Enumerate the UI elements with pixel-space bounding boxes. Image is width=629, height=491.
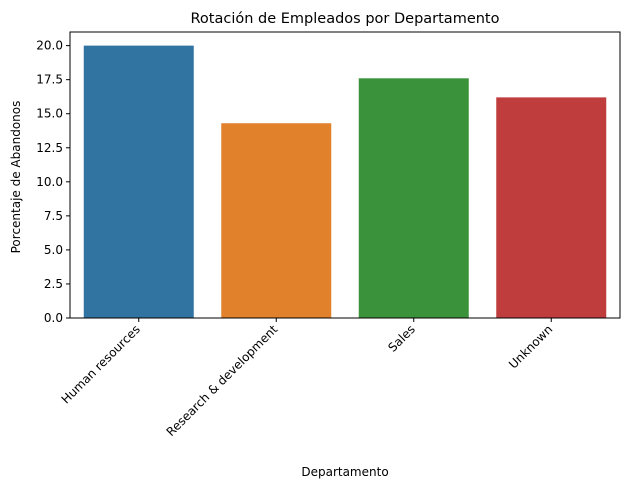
y-tick-label: 0.0 [44, 311, 63, 325]
y-ticks-group: 0.0 2.5 5.0 7.5 10.0 12.5 15.0 17.5 20.0 [36, 39, 70, 325]
bar-1 [221, 123, 332, 318]
bar-3 [496, 97, 607, 318]
bar-0 [83, 45, 194, 318]
plot-frame [69, 31, 621, 319]
y-tick-label: 10.0 [36, 175, 63, 189]
x-tick-label: Research & development [164, 322, 281, 439]
chart-title: Rotación de Empleados por Departamento [191, 11, 500, 27]
x-tick-label: Sales [385, 322, 417, 354]
x-ticks-group: Human resources Research & development Sal… [59, 318, 555, 439]
y-tick-label: 12.5 [36, 141, 63, 155]
y-tick-label: 7.5 [44, 209, 63, 223]
x-tick-label: Human resources [59, 322, 143, 406]
x-tick-label: Unknown [506, 322, 555, 371]
bars-group [83, 45, 607, 318]
bar-2 [358, 78, 469, 318]
y-tick-label: 20.0 [36, 39, 63, 53]
y-tick-label: 5.0 [44, 243, 63, 257]
y-tick-label: 17.5 [36, 73, 63, 87]
y-tick-label: 2.5 [44, 277, 63, 291]
x-axis-label: Departamento [301, 465, 388, 479]
y-tick-label: 15.0 [36, 107, 63, 121]
y-axis-label: Porcentaje de Abandonos [9, 101, 23, 254]
